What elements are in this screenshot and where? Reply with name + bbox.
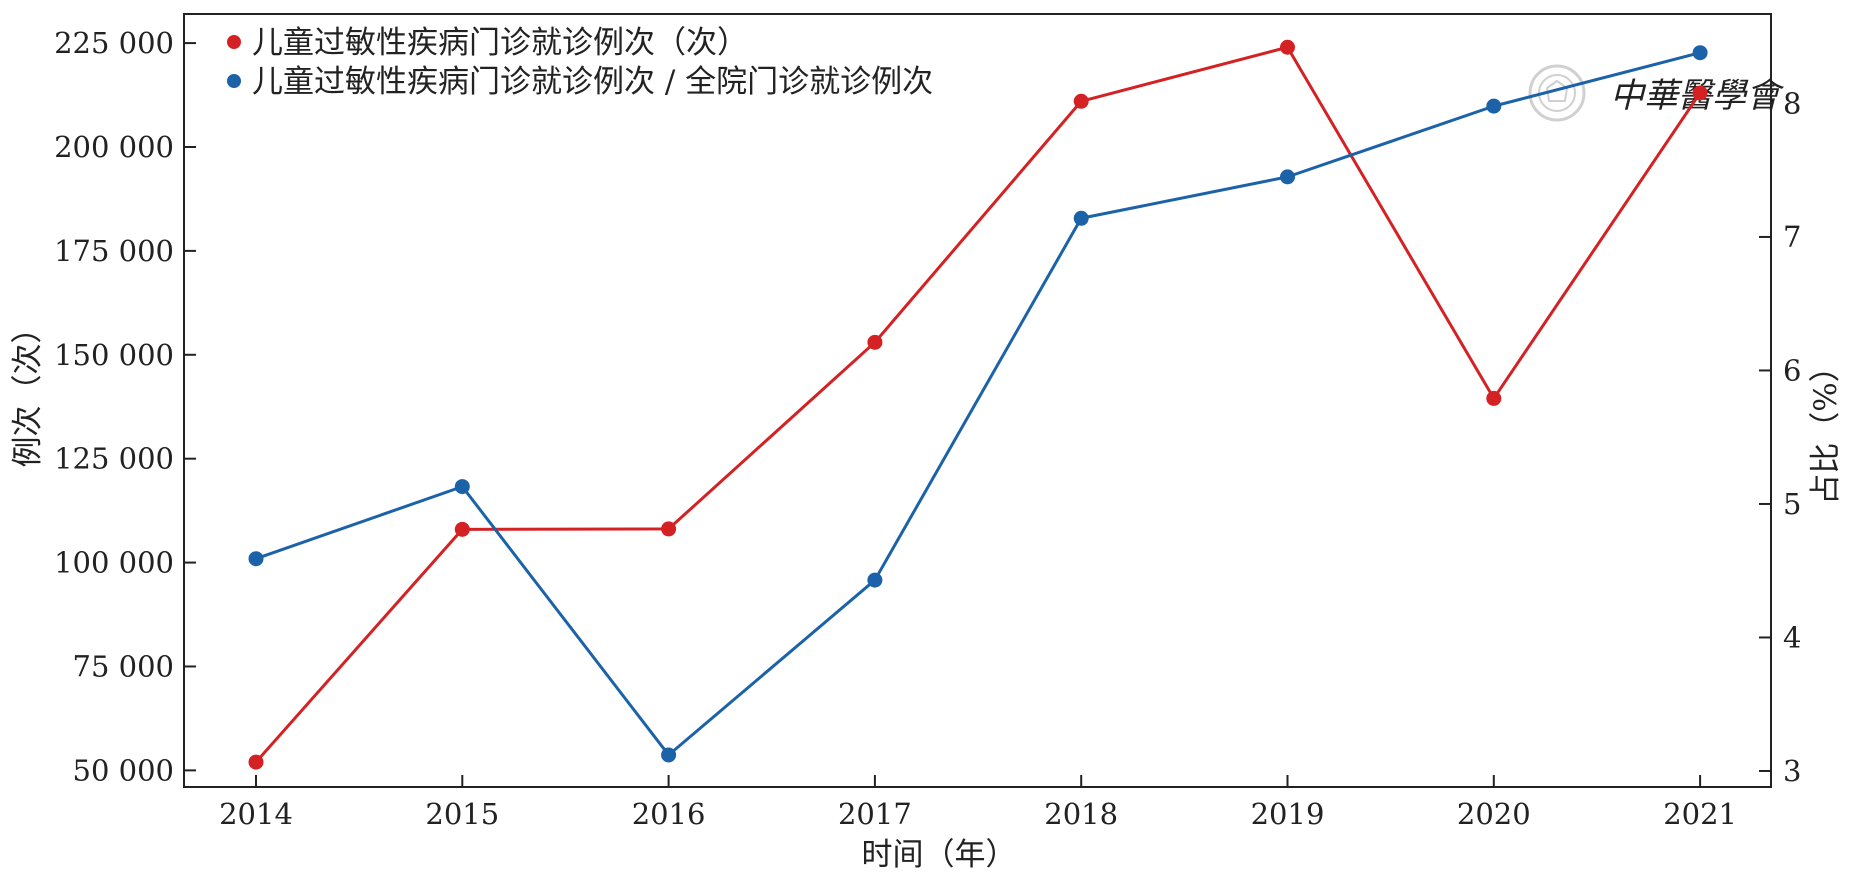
- left-tick-label: 175 000: [54, 234, 174, 268]
- x-tick-label: 2019: [1251, 797, 1325, 831]
- right-tick-label: 4: [1783, 620, 1801, 654]
- x-tick-label: 2015: [425, 797, 499, 831]
- left-tick-label: 50 000: [73, 753, 174, 787]
- x-tick-label: 2020: [1457, 797, 1531, 831]
- series-0-point: [1486, 390, 1502, 406]
- legend-label-blue: 儿童过敏性疾病门诊就诊例次 / 全院门诊就诊例次: [252, 64, 933, 100]
- series-group: [248, 39, 1708, 770]
- x-tick-label: 2017: [838, 797, 912, 831]
- x-tick-label: 2021: [1663, 797, 1737, 831]
- x-tick-label: 2018: [1044, 797, 1118, 831]
- plot-frame: [183, 13, 1772, 788]
- series-0-point: [454, 521, 470, 537]
- series-1-point: [1692, 45, 1708, 61]
- left-tick-label: 225 000: [54, 26, 174, 60]
- left-tick-label: 75 000: [73, 649, 174, 683]
- series-line-0: [254, 45, 1702, 764]
- series-1-point: [454, 479, 470, 495]
- series-1-point: [661, 747, 677, 763]
- left-axis-title: 例次（次）: [10, 313, 46, 468]
- series-0-point: [661, 521, 677, 537]
- series-0-point: [248, 754, 264, 770]
- legend-marker-red: [227, 35, 241, 49]
- right-tick-label: 6: [1783, 353, 1801, 387]
- legend-marker-blue: [227, 74, 241, 88]
- legend-label-red: 儿童过敏性疾病门诊就诊例次（次）: [252, 25, 748, 61]
- x-tick-label: 2014: [219, 797, 293, 831]
- left-tick-label: 125 000: [54, 442, 174, 476]
- x-tick-label: 2016: [632, 797, 706, 831]
- right-tick-label: 8: [1783, 86, 1801, 120]
- legend-item-red: 儿童过敏性疾病门诊就诊例次（次）: [227, 25, 748, 61]
- legend: 儿童过敏性疾病门诊就诊例次（次） 儿童过敏性疾病门诊就诊例次 / 全院门诊就诊例…: [227, 25, 933, 100]
- seal-icon: [1528, 64, 1586, 122]
- x-axis-title: 时间（年）: [862, 837, 1017, 873]
- right-tick-label: 3: [1783, 754, 1801, 788]
- left-tick-label: 100 000: [54, 546, 174, 580]
- series-1-point: [248, 551, 264, 567]
- series-1-point: [1280, 169, 1295, 185]
- series-0-point: [1280, 39, 1295, 55]
- right-tick-label: 7: [1783, 220, 1801, 254]
- left-axis: 50 000 75 000 100 000 125 000 150 000 175 000…: [54, 26, 196, 787]
- watermark: 中華醫學會: [1528, 64, 1785, 122]
- left-tick-label: 200 000: [54, 130, 174, 164]
- right-axis-title: 占比（%）: [1808, 351, 1844, 504]
- series-1-point: [1486, 98, 1502, 114]
- series-1-point: [1073, 210, 1089, 226]
- series-0-point: [867, 334, 883, 350]
- series-1-point: [867, 572, 883, 588]
- legend-item-blue: 儿童过敏性疾病门诊就诊例次 / 全院门诊就诊例次: [227, 64, 933, 100]
- series-0-point: [1073, 93, 1089, 109]
- right-tick-label: 5: [1783, 487, 1801, 521]
- x-axis: 2014 2015 2016 2017 2018 2019 2020 2021: [219, 775, 1737, 831]
- left-tick-label: 150 000: [54, 338, 174, 372]
- series-0-point: [1692, 85, 1708, 101]
- series-line-1: [255, 51, 1701, 757]
- right-axis: 3 4 5 6 7 8: [1759, 86, 1801, 788]
